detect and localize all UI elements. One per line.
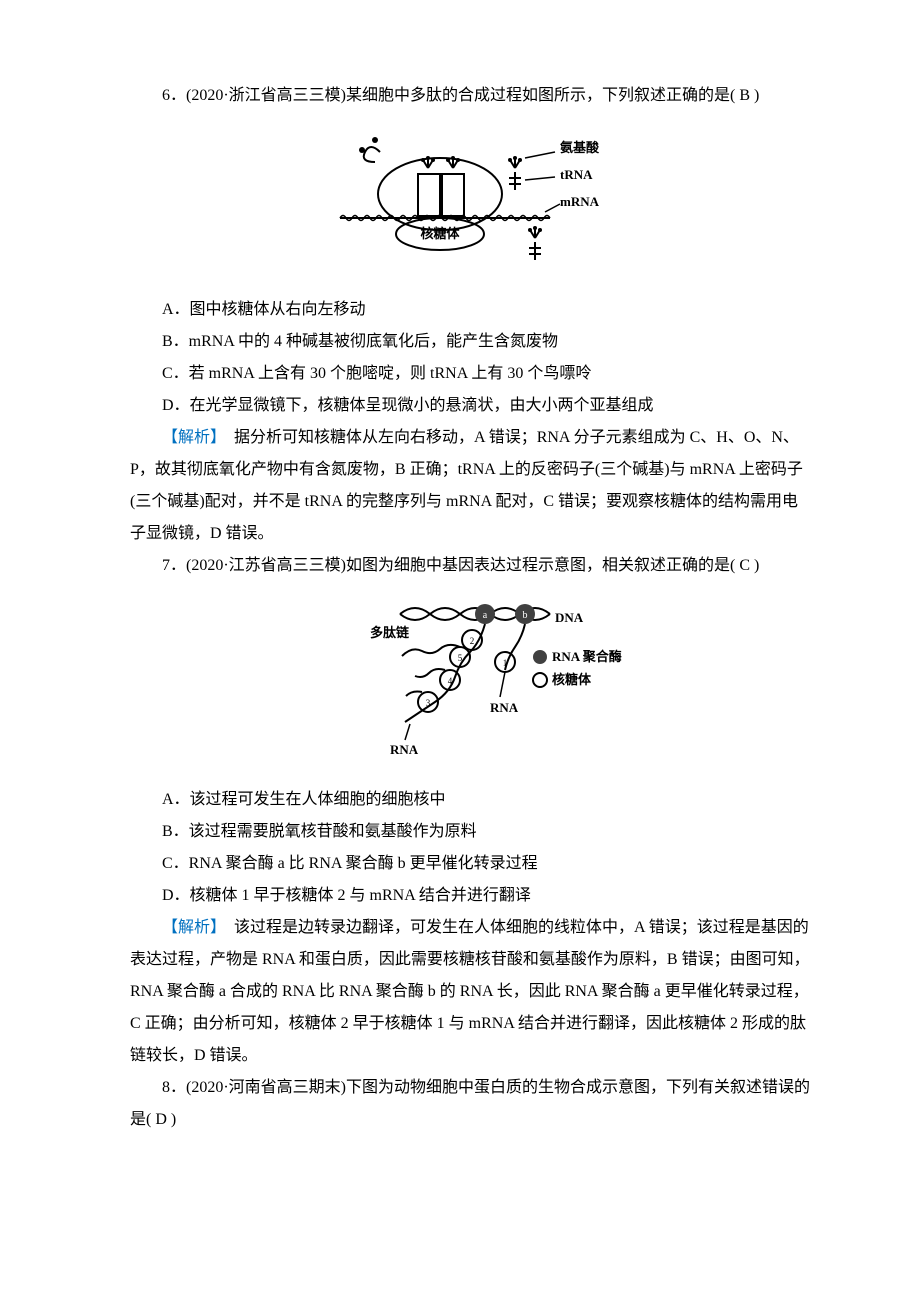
q7-stem-suffix: ) [754,557,759,574]
svg-text:b: b [523,610,528,621]
q6-analysis-text: 据分析可知核糖体从左向右移动，A 错误；RNA 分子元素组成为 C、H、O、N、… [130,429,803,542]
q6-analysis-label: 【解析】 [162,429,218,446]
svg-text:3: 3 [426,698,431,708]
q7-figure: a b 2 5 4 3 1 多肽链 DNA RNA 聚合酶 [130,592,810,774]
q7-analysis: 【解析】 该过程是边转录边翻译，可发生在人体细胞的线粒体中，A 错误；该过程是基… [130,912,810,1072]
q6-label-trna: tRNA [560,167,593,182]
q7-option-a: A．该过程可发生在人体细胞的细胞核中 [130,784,810,816]
q6-option-a: A．图中核糖体从右向左移动 [130,294,810,326]
q6-label-aa: 氨基酸 [559,140,600,155]
q7-label-poly: 多肽链 [370,625,410,640]
svg-text:a: a [483,610,488,621]
document-page: 6．(2020·浙江省高三三模)某细胞中多肽的合成过程如图所示，下列叙述正确的是… [0,0,920,1216]
svg-text:1: 1 [503,658,508,668]
q8-stem-text: 8．(2020·河南省高三期末)下图为动物细胞中蛋白质的生物合成示意图，下列有关… [130,1079,810,1128]
q7-label-rnap: RNA 聚合酶 [552,649,622,664]
svg-text:2: 2 [470,636,475,646]
svg-text:5: 5 [458,653,463,663]
q7-analysis-text: 该过程是边转录边翻译，可发生在人体细胞的线粒体中，A 错误；该过程是基因的表达过… [130,919,810,1064]
q6-answer: B [735,87,754,104]
q7-label-rna1: RNA [490,700,519,715]
q6-label-ribo: 核糖体 [420,226,460,241]
q6-label-mrna: mRNA [560,194,600,209]
q7-stem: 7．(2020·江苏省高三三模)如图为细胞中基因表达过程示意图，相关叙述正确的是… [130,550,810,582]
q7-option-c: C．RNA 聚合酶 a 比 RNA 聚合酶 b 更早催化转录过程 [130,848,810,880]
q6-figure: 氨基酸 tRNA mRNA 核糖体 [130,122,810,284]
q6-stem-text: 6．(2020·浙江省高三三模)某细胞中多肽的合成过程如图所示，下列叙述正确的是… [162,87,735,104]
q7-label-ribo: 核糖体 [552,672,592,687]
q8-stem: 8．(2020·河南省高三期末)下图为动物细胞中蛋白质的生物合成示意图，下列有关… [130,1072,810,1136]
q7-analysis-label: 【解析】 [162,919,218,936]
q6-stem: 6．(2020·浙江省高三三模)某细胞中多肽的合成过程如图所示，下列叙述正确的是… [130,80,810,112]
q7-option-b: B．该过程需要脱氧核苷酸和氨基酸作为原料 [130,816,810,848]
svg-text:4: 4 [448,676,453,686]
q6-analysis: 【解析】 据分析可知核糖体从左向右移动，A 错误；RNA 分子元素组成为 C、H… [130,422,810,550]
q7-diagram: a b 2 5 4 3 1 多肽链 DNA RNA 聚合酶 [310,592,630,762]
q6-option-d: D．在光学显微镜下，核糖体呈现微小的悬滴状，由大小两个亚基组成 [130,390,810,422]
q7-label-rna2: RNA [390,742,419,757]
q6-option-b: B．mRNA 中的 4 种碱基被彻底氧化后，能产生含氮废物 [130,326,810,358]
q7-label-dna: DNA [555,610,584,625]
q6-stem-suffix: ) [754,87,759,104]
q8-answer: D [151,1111,171,1128]
q7-option-d: D．核糖体 1 早于核糖体 2 与 mRNA 结合并进行翻译 [130,880,810,912]
q8-stem-suffix: ) [171,1111,176,1128]
q6-option-c: C．若 mRNA 上含有 30 个胞嘧啶，则 tRNA 上有 30 个鸟嘌呤 [130,358,810,390]
q7-stem-text: 7．(2020·江苏省高三三模)如图为细胞中基因表达过程示意图，相关叙述正确的是… [162,557,735,574]
q6-diagram: 氨基酸 tRNA mRNA 核糖体 [320,122,620,272]
q7-answer: C [735,557,754,574]
